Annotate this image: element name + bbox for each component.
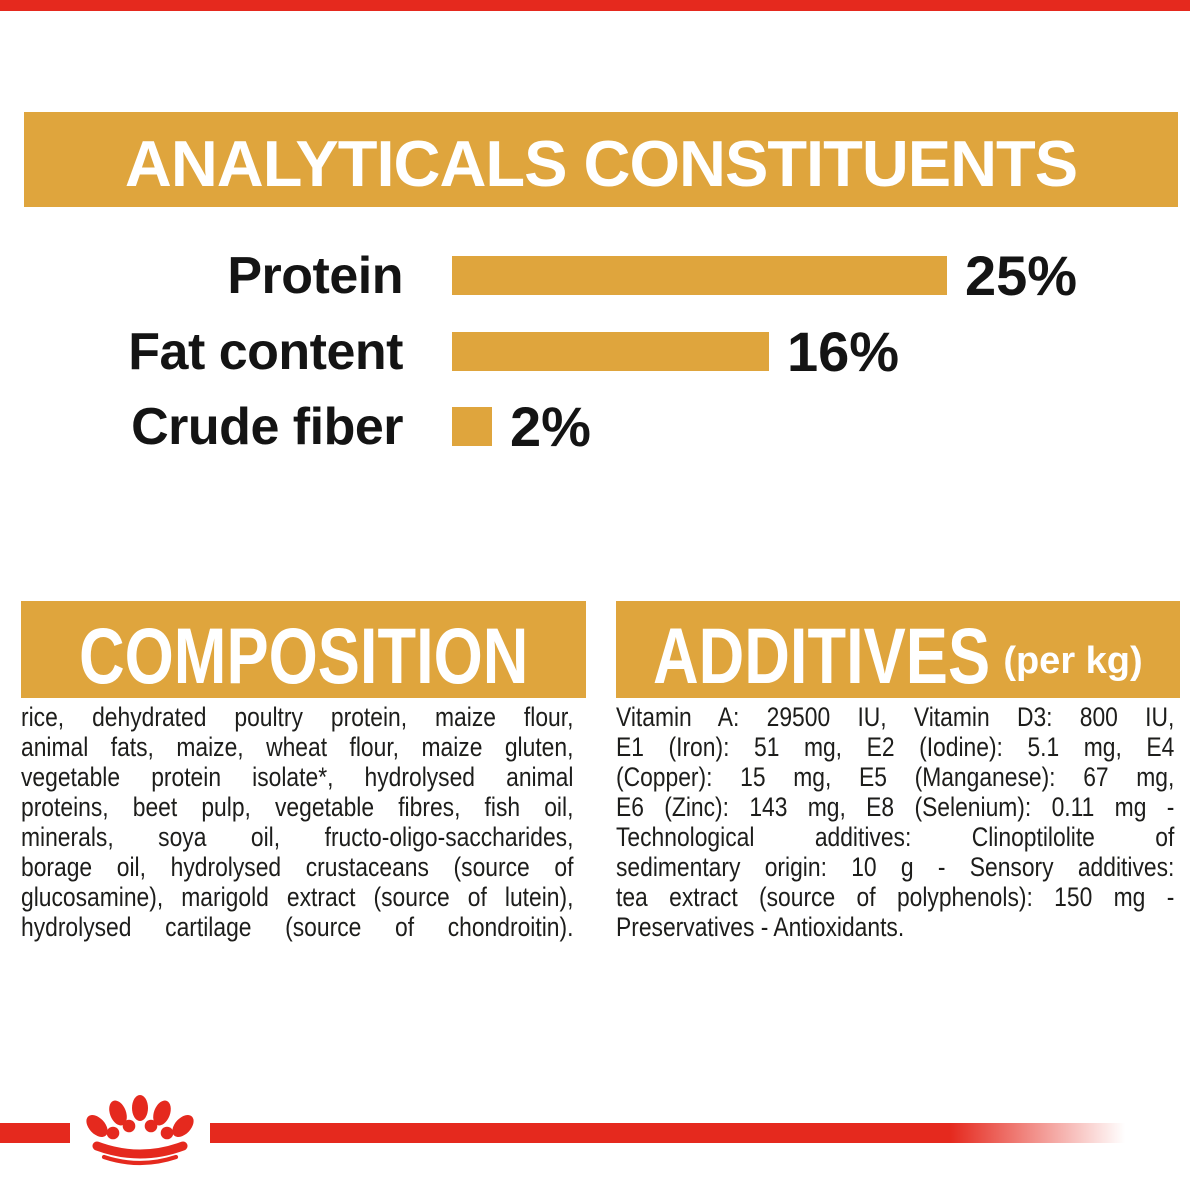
composition-title: COMPOSITION bbox=[78, 611, 528, 700]
composition-text-line: borage oil, hydrolysed crustaceans (sour… bbox=[21, 852, 574, 882]
analyticals-title: ANALYTICALS CONSTITUENTS bbox=[124, 127, 1078, 200]
additives-text-line: (Copper): 15 mg, E5 (Manganese): 67 mg, bbox=[616, 762, 1175, 792]
additives-text-line: Technological additives: Clinoptilolite … bbox=[616, 822, 1175, 852]
composition-title-wrap: COMPOSITION bbox=[79, 616, 529, 695]
chart-label-crude-fiber: Crude fiber bbox=[131, 398, 403, 456]
additives-text-line: tea extract (source of polyphenols): 150… bbox=[616, 882, 1175, 912]
royal-canin-crown-paw-icon bbox=[86, 1095, 194, 1166]
additives-text-line: sedimentary origin: 10 g - Sensory addit… bbox=[616, 852, 1175, 882]
top-red-bar bbox=[0, 0, 1190, 11]
chart-bar-protein bbox=[452, 256, 947, 295]
chart-label-protein: Protein bbox=[227, 247, 403, 305]
additives-text-line: Preservatives - Antioxidants. bbox=[616, 912, 905, 942]
analyticals-constituents-band: ANALYTICALS CONSTITUENTS bbox=[24, 112, 1178, 207]
additives-per-kg-label: (per kg) bbox=[1003, 639, 1143, 682]
additives-title: ADDITIVES bbox=[653, 611, 991, 700]
additives-title-wrap: ADDITIVES bbox=[653, 616, 990, 695]
chart-value-crude-fiber: 2% bbox=[510, 395, 591, 458]
analytical-constituents-bar-chart: Protein 25% Fat content 16% Crude fiber 2% bbox=[0, 0, 1200, 480]
composition-header: COMPOSITION bbox=[21, 601, 586, 698]
additives-text-line: E6 (Zinc): 143 mg, E8 (Selenium): 0.11 m… bbox=[616, 792, 1175, 822]
additives-text-line: Vitamin A: 29500 IU, Vitamin D3: 800 IU, bbox=[616, 702, 1175, 732]
additives-text: Vitamin A: 29500 IU, Vitamin D3: 800 IU,… bbox=[616, 702, 1174, 942]
bottom-red-bar-right bbox=[210, 1123, 1125, 1143]
composition-text-line: glucosamine), marigold extract (source o… bbox=[21, 882, 574, 912]
chart-label-fat-content: Fat content bbox=[128, 323, 403, 381]
composition-text-line: hydrolysed cartilage (source of chondroi… bbox=[21, 912, 574, 942]
bottom-red-bar-left bbox=[0, 1123, 70, 1143]
composition-text-line: animal fats, maize, wheat flour, maize g… bbox=[21, 732, 574, 762]
chart-value-fat-content: 16% bbox=[787, 320, 900, 383]
chart-bar-fat-content bbox=[452, 332, 769, 371]
composition-text: rice, dehydrated poultry protein, maize … bbox=[21, 702, 573, 942]
additives-header: ADDITIVES (per kg) bbox=[616, 601, 1180, 698]
chart-bar-crude-fiber bbox=[452, 407, 492, 446]
composition-text-line: minerals, soya oil, fructo-oligo-sacchar… bbox=[21, 822, 574, 852]
composition-text-line: rice, dehydrated poultry protein, maize … bbox=[21, 702, 574, 732]
composition-text-line: proteins, beet pulp, vegetable fibres, f… bbox=[21, 792, 574, 822]
chart-value-protein: 25% bbox=[965, 244, 1078, 307]
additives-text-line: E1 (Iron): 51 mg, E2 (Iodine): 5.1 mg, E… bbox=[616, 732, 1175, 762]
composition-text-line: vegetable protein isolate*, hydrolysed a… bbox=[21, 762, 574, 792]
